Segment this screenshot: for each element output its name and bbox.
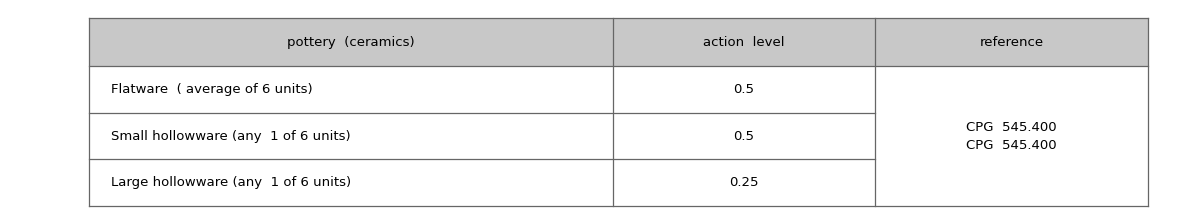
- Text: reference: reference: [979, 35, 1044, 48]
- Text: Small hollowware (any  1 of 6 units): Small hollowware (any 1 of 6 units): [111, 130, 350, 143]
- Text: Flatware  ( average of 6 units): Flatware ( average of 6 units): [111, 83, 312, 96]
- Text: 0.25: 0.25: [729, 176, 759, 189]
- Text: CPG  545.400: CPG 545.400: [966, 138, 1057, 152]
- Text: 0.5: 0.5: [733, 130, 754, 143]
- Bar: [89, 18, 1148, 67]
- Text: pottery  (ceramics): pottery (ceramics): [287, 35, 415, 48]
- Text: CPG  545.400: CPG 545.400: [966, 121, 1057, 134]
- Text: 0.5: 0.5: [733, 83, 754, 96]
- Text: Large hollowware (any  1 of 6 units): Large hollowware (any 1 of 6 units): [111, 176, 351, 189]
- Text: action  level: action level: [703, 35, 785, 48]
